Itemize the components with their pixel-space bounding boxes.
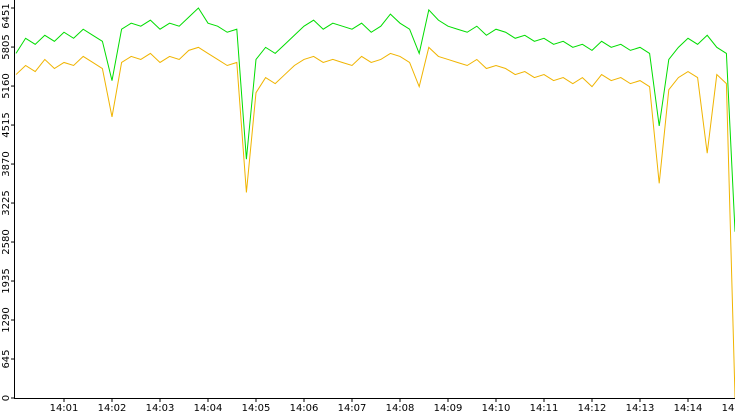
x-tick-label: 14:14 <box>674 403 703 414</box>
y-tick-label: 0 <box>1 395 12 401</box>
x-tick-label: 14:03 <box>146 403 175 414</box>
y-tick-label: 6451 <box>1 3 12 28</box>
y-tick-label: 645 <box>1 349 12 368</box>
x-tick-label: 14:02 <box>98 403 127 414</box>
y-tick-label: 3225 <box>1 190 12 215</box>
x-tick-label: 14:13 <box>626 403 655 414</box>
x-tick-label: 14:12 <box>578 403 607 414</box>
y-tick-label: 1935 <box>1 268 12 293</box>
x-tick-label: 14:05 <box>242 403 271 414</box>
y-tick-label: 5160 <box>1 73 12 98</box>
x-tick-label: 14:11 <box>530 403 559 414</box>
x-tick-label: 14:07 <box>338 403 367 414</box>
y-tick-label: 5805 <box>1 34 12 59</box>
x-tick-label: 14:01 <box>50 403 79 414</box>
x-tick-label: 14:09 <box>434 403 463 414</box>
y-tick-label: 4515 <box>1 112 12 137</box>
x-tick-label: 14:04 <box>194 403 223 414</box>
y-tick-label: 2580 <box>1 229 12 254</box>
x-tick-label: 14:08 <box>386 403 415 414</box>
x-tick-label: 14:06 <box>290 403 319 414</box>
y-tick-label: 3870 <box>1 151 12 176</box>
y-tick-label: 1290 <box>1 307 12 332</box>
series-line <box>15 46 735 399</box>
x-tick-label: 14:10 <box>482 403 511 414</box>
series-line <box>15 7 735 232</box>
x-tick-label: 14:15 <box>722 403 735 414</box>
